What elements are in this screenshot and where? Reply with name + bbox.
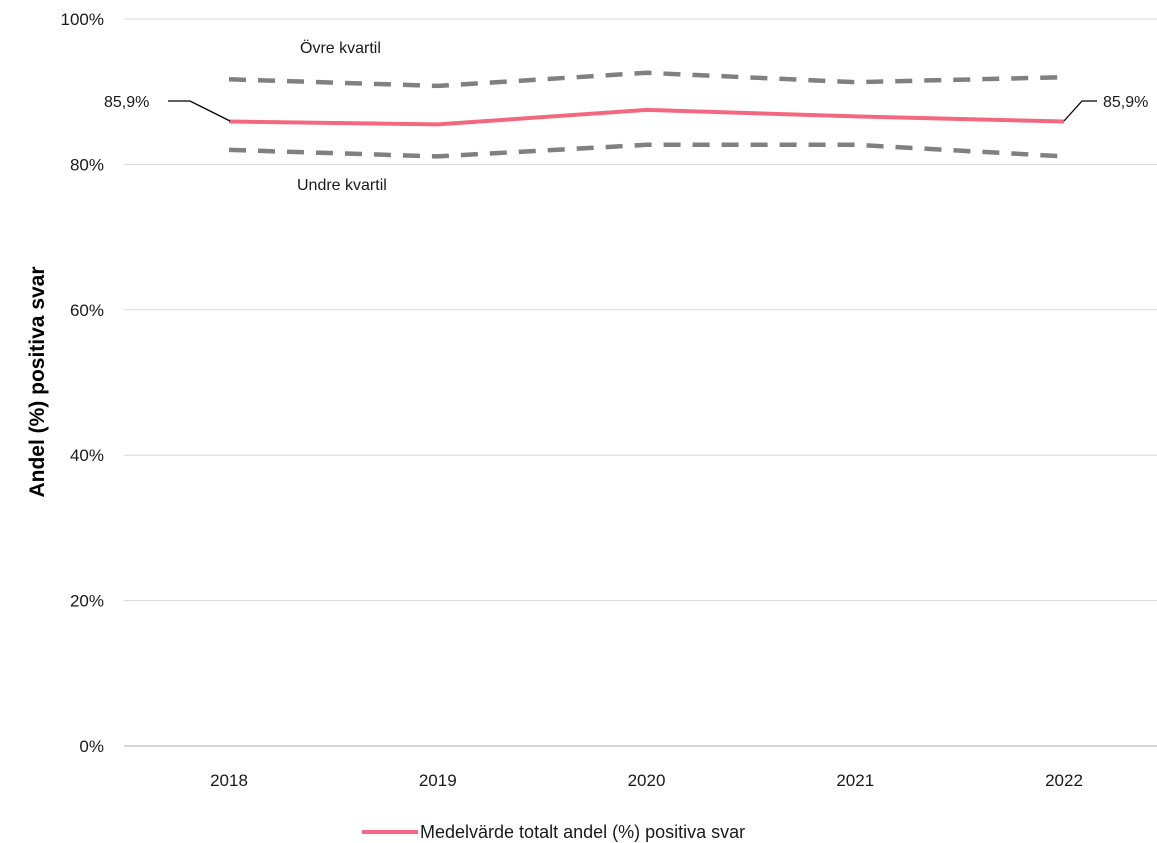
last-data-label: 85,9% (1103, 94, 1148, 111)
x-tick-label: 2022 (1045, 771, 1083, 790)
lower-quartile-annotation: Undre kvartil (297, 177, 387, 194)
upper-quartile-annotation: Övre kvartil (300, 39, 381, 57)
annotation-layer: Övre kvartil Undre kvartil 85,9% 85,9% (104, 39, 1148, 194)
y-tick-labels: 0% 20% 40% 60% 80% 100% (61, 10, 104, 756)
y-tick-label: 60% (70, 301, 104, 320)
first-data-label-leader (168, 100, 231, 122)
y-tick-label: 100% (61, 10, 104, 29)
mean-series-line (228, 107, 1065, 127)
x-tick-label: 2019 (419, 771, 457, 790)
x-tick-label: 2018 (210, 771, 248, 790)
upper-quartile-line (228, 70, 1065, 89)
x-tick-labels: 2018 2019 2020 2021 2022 (210, 771, 1083, 790)
gridlines (124, 18, 1157, 747)
last-data-label-leader (1063, 100, 1097, 122)
first-data-label: 85,9% (104, 94, 149, 111)
lower-quartile-line (228, 142, 1065, 159)
y-axis-label: Andel (%) positiva svar (26, 266, 49, 497)
legend-label: Medelvärde totalt andel (%) positiva sva… (420, 822, 745, 842)
y-tick-label: 80% (70, 155, 104, 174)
series-layer (228, 70, 1065, 159)
y-tick-label: 40% (70, 446, 104, 465)
x-tick-label: 2021 (836, 771, 874, 790)
legend: Medelvärde totalt andel (%) positiva sva… (362, 822, 745, 842)
x-tick-label: 2020 (628, 771, 666, 790)
y-tick-label: 20% (70, 592, 104, 611)
y-tick-label: 0% (79, 737, 104, 756)
